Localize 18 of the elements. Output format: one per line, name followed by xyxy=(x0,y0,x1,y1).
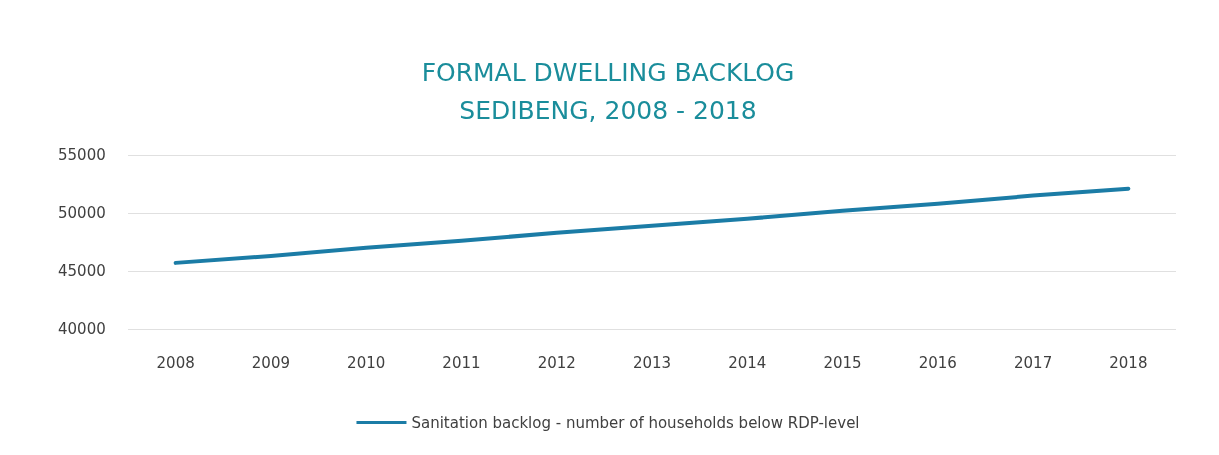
x-tick-label: 2015 xyxy=(823,353,862,372)
x-tick-label: 2011 xyxy=(442,353,481,372)
x-tick-label: 2016 xyxy=(918,353,957,372)
x-tick-label: 2009 xyxy=(251,353,290,372)
x-tick-label: 2012 xyxy=(537,353,576,372)
y-tick-label: 45000 xyxy=(58,262,106,280)
x-tick-label: 2008 xyxy=(156,353,195,372)
x-tick-label: 2010 xyxy=(347,353,386,372)
x-tick-label: 2014 xyxy=(728,353,767,372)
y-tick-label: 50000 xyxy=(58,204,106,222)
y-tick-label: 55000 xyxy=(58,146,106,164)
x-tick-label: 2017 xyxy=(1014,353,1053,372)
x-tick-label: 2018 xyxy=(1109,353,1148,372)
x-tick-label: 2013 xyxy=(632,353,672,372)
chart-title: FORMAL DWELLING BACKLOG SEDIBENG, 2008 - 2018 xyxy=(421,57,795,125)
legend-label: Sanitation backlog - number of households below RDP-level xyxy=(411,413,860,432)
line-series xyxy=(173,186,1131,265)
y-tick-label: 40000 xyxy=(58,320,106,338)
